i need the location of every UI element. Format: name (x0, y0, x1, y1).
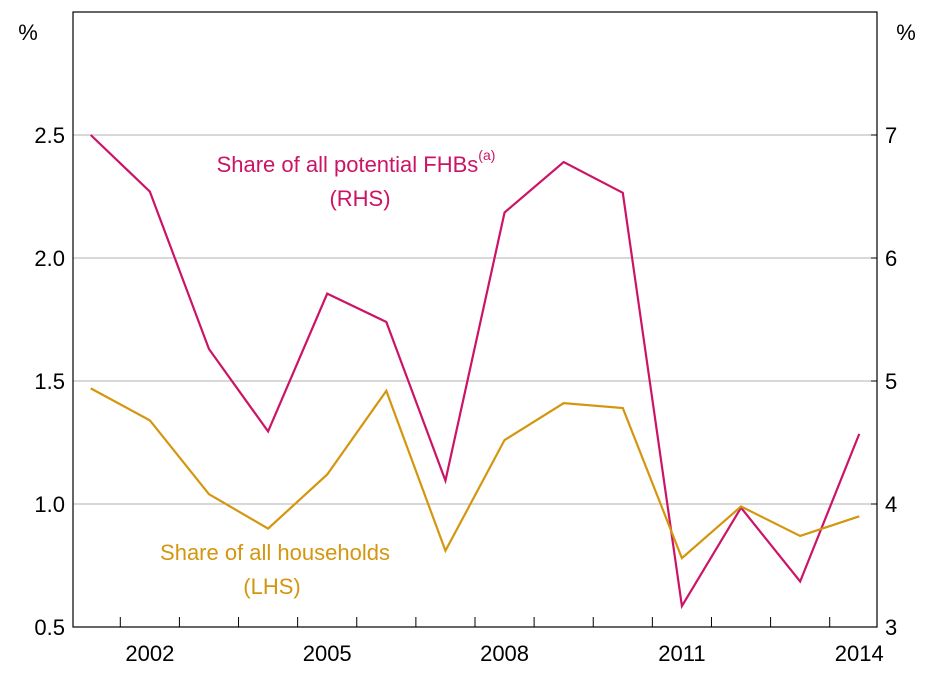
series-annotation: Share of all potential FHBs(a) (217, 147, 496, 177)
line-series (89, 134, 861, 610)
y2-axis-label: % (896, 20, 916, 45)
y2-tick-label: 3 (885, 615, 897, 640)
annotation-superscript: (a) (478, 147, 495, 163)
series-annotation-side: (RHS) (329, 186, 390, 211)
y2-tick-label: 4 (885, 492, 897, 517)
x-tick-label: 2008 (480, 641, 529, 666)
series-annotation-side: (LHS) (243, 574, 300, 599)
y-tick-label: 2.5 (34, 123, 65, 148)
y-tick-label: 1.0 (34, 492, 65, 517)
y-tick-label: 2.0 (34, 246, 65, 271)
y-axis-label: % (18, 20, 38, 45)
x-tick-label: 2014 (835, 641, 884, 666)
x-tick-label: 2011 (658, 641, 705, 666)
x-tick-label: 2002 (125, 641, 174, 666)
annotation-text: Share of all potential FHBs (217, 152, 479, 177)
series-annotation: Share of all households (160, 540, 390, 565)
y2-tick-label: 6 (885, 246, 897, 271)
y-tick-label: 1.5 (34, 369, 65, 394)
y-tick-label: 0.5 (34, 615, 65, 640)
y2-tick-label: 5 (885, 369, 897, 394)
y2-tick-label: 7 (885, 123, 897, 148)
x-tick-label: 2005 (303, 641, 352, 666)
plot-frame (72, 11, 878, 628)
line-series (90, 387, 860, 560)
